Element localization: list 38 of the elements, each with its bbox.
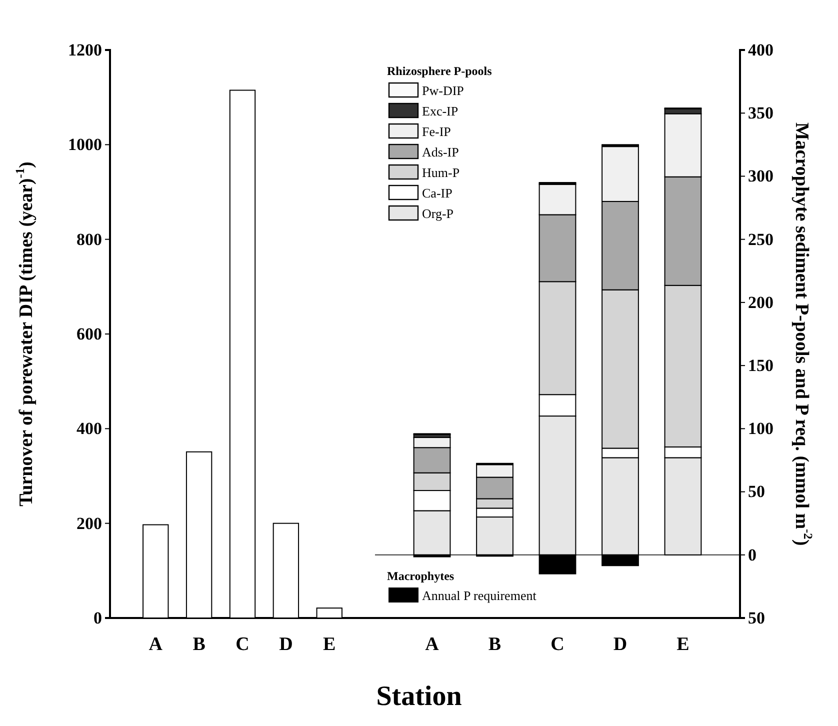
y-tick-label: 200 (76, 514, 102, 533)
legend-label: Exc-IP (422, 104, 458, 118)
y-tick-label: 400 (76, 419, 102, 438)
x-tick-label: C (236, 634, 250, 655)
y-tick-label: 100 (748, 419, 774, 438)
y-tick-label: 150 (748, 356, 774, 375)
y-tick-label: 50 (748, 608, 765, 628)
legend-label: Org-P (422, 206, 454, 221)
legend-title: Rhizosphere P-pools (387, 64, 492, 78)
legend-label: Pw-DIP (422, 83, 464, 98)
x-tick-label: D (279, 634, 293, 655)
x-axis-title: Station (376, 681, 462, 712)
y-tick-label: 350 (748, 104, 774, 123)
annotation: Macrophytes (387, 569, 454, 583)
legend-label: Hum-P (422, 165, 460, 180)
legend-label: Annual P requirement (422, 588, 537, 603)
y-tick-label: 400 (748, 40, 774, 60)
legend-label: Ca-IP (422, 186, 452, 200)
x-tick-label: B (488, 634, 502, 655)
legend-label: Ads-IP (422, 144, 459, 160)
y-tick-label: 1200 (68, 40, 102, 60)
legend-label: Fe-IP (422, 124, 451, 139)
y-tick-label: 1000 (68, 135, 102, 154)
y-tick-label: 200 (748, 292, 774, 312)
x-tick-label: A (425, 634, 440, 655)
y-tick-label: 300 (748, 166, 774, 186)
x-tick-label: A (148, 634, 163, 655)
x-tick-label: E (323, 634, 336, 655)
y-tick-label: 0 (94, 608, 102, 628)
y-tick-label: 600 (76, 324, 102, 344)
x-tick-label: B (192, 634, 206, 655)
y-tick-label: 0 (748, 545, 756, 564)
x-tick-label: C (550, 634, 564, 655)
x-tick-label: E (676, 634, 690, 655)
y-tick-label: 800 (76, 230, 102, 249)
y-tick-label: 50 (748, 482, 765, 502)
y-tick-label: 250 (748, 230, 774, 249)
x-tick-label: D (613, 634, 628, 655)
